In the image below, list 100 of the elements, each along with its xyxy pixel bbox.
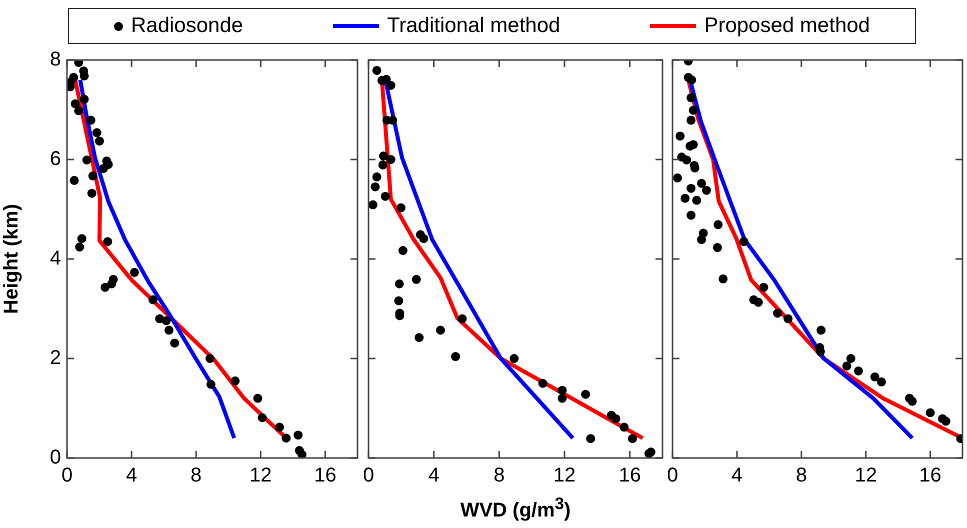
point — [372, 172, 382, 182]
point — [372, 66, 382, 75]
point — [558, 394, 567, 403]
y-tick-label: 8 — [50, 48, 61, 71]
point — [773, 308, 782, 318]
point — [754, 298, 763, 307]
x-tick-label: 12 — [553, 464, 576, 487]
point — [80, 94, 89, 104]
point — [282, 434, 291, 443]
point — [82, 156, 92, 164]
point — [162, 316, 171, 326]
point — [784, 314, 793, 324]
legend-label: Traditional method — [387, 14, 560, 38]
point — [682, 156, 692, 164]
point — [451, 352, 460, 362]
y-tick-label: 6 — [50, 148, 61, 170]
x-tick-label: 16 — [618, 464, 641, 487]
point — [70, 176, 79, 185]
point — [714, 220, 723, 230]
point — [538, 378, 548, 388]
point — [680, 194, 690, 203]
point — [692, 196, 702, 205]
point — [686, 93, 696, 102]
point — [816, 326, 826, 335]
legend-label: Proposed method — [704, 14, 870, 38]
point — [396, 203, 406, 212]
point — [419, 234, 428, 244]
point — [581, 390, 590, 399]
point — [398, 246, 408, 256]
x-tick-label: 8 — [494, 464, 505, 487]
point — [379, 152, 388, 161]
point — [558, 386, 567, 395]
x-tick-label: 12 — [854, 464, 877, 487]
point — [275, 422, 284, 432]
point — [164, 326, 174, 335]
point — [394, 296, 404, 306]
legend-label: Radiosonde — [130, 14, 244, 38]
point — [205, 354, 214, 363]
y-tick-label: 4 — [50, 248, 61, 270]
point — [77, 234, 86, 244]
point — [586, 434, 596, 444]
x-tick-label: 4 — [731, 464, 743, 487]
point — [386, 80, 396, 90]
point — [258, 413, 267, 422]
point — [436, 326, 446, 335]
point — [686, 116, 696, 125]
point — [846, 354, 856, 363]
point — [94, 136, 104, 146]
point — [870, 372, 880, 382]
point — [687, 75, 696, 84]
point — [297, 450, 306, 458]
x-tick-label: 8 — [190, 464, 202, 487]
x-tick-label: 0 — [666, 464, 678, 487]
point — [458, 314, 467, 324]
point — [697, 235, 706, 244]
point — [206, 380, 216, 389]
x-tick-label: 8 — [796, 464, 807, 487]
point — [100, 282, 110, 292]
point — [688, 106, 698, 115]
point — [510, 354, 519, 363]
point — [414, 333, 424, 342]
point — [611, 414, 620, 424]
point — [926, 408, 935, 418]
point — [230, 376, 240, 386]
point — [75, 242, 84, 252]
point — [672, 173, 682, 182]
point — [74, 106, 84, 116]
point — [620, 422, 629, 432]
point — [941, 416, 950, 426]
x-tick-label: 0 — [362, 464, 374, 487]
y-tick-label: 0 — [50, 446, 61, 469]
point — [628, 434, 637, 444]
point — [412, 274, 421, 284]
point — [148, 295, 158, 304]
y-tick-label: 2 — [50, 347, 61, 370]
point — [759, 282, 768, 292]
point — [686, 210, 696, 220]
point — [87, 188, 96, 198]
point — [86, 116, 96, 125]
point — [854, 366, 863, 376]
point — [88, 171, 98, 180]
point — [712, 243, 722, 252]
point — [842, 361, 852, 370]
point — [380, 192, 390, 201]
point — [386, 155, 396, 164]
point — [876, 377, 886, 386]
point — [686, 184, 696, 193]
x-tick-label: 16 — [314, 464, 336, 487]
x-tick-label: 16 — [919, 464, 942, 487]
x-tick-label: 4 — [126, 464, 138, 487]
x-tick-label: 4 — [428, 464, 440, 487]
point — [170, 338, 180, 348]
point — [394, 279, 404, 288]
point — [688, 140, 698, 150]
point — [702, 186, 711, 195]
y-axis-title: Height (km) — [0, 204, 23, 314]
point — [718, 274, 728, 284]
point — [70, 99, 80, 108]
point — [130, 268, 139, 277]
point — [370, 182, 380, 192]
